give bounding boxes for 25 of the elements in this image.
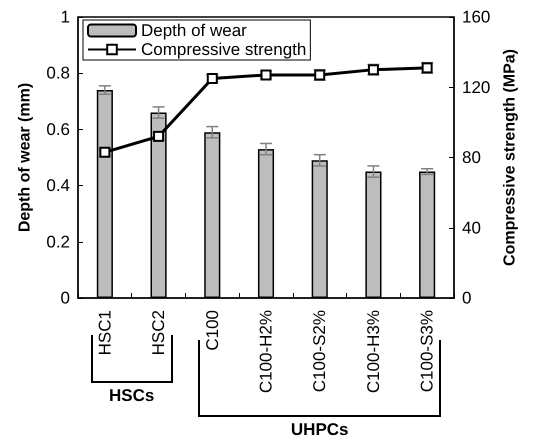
text: HSCs <box>109 386 154 406</box>
y2-tick-label: 0 <box>462 288 472 308</box>
x-tick-label: C100-H2% <box>256 310 276 394</box>
y-tick-label: 0 <box>60 288 70 308</box>
y-axis-title: Depth of wear (mm) <box>16 82 34 232</box>
point <box>260 69 272 80</box>
y-tick-label: 0.2 <box>46 232 70 252</box>
x-tick-label: C100-H3% <box>364 310 383 394</box>
legend-label: Compressive strength <box>141 40 306 59</box>
y2-tick-label: 40 <box>462 218 481 238</box>
text: UHPCs <box>290 420 349 440</box>
legend-label: Depth of wear <box>141 21 248 40</box>
x-tick-label: C100-S2% <box>310 310 330 392</box>
y-tick-label: 0.4 <box>46 176 70 196</box>
y-tick-label: 0.8 <box>46 64 70 83</box>
y-tick-label: 1 <box>60 8 70 26</box>
y2-tick-label: 160 <box>462 8 490 26</box>
y2-axis-title: Compressive strength (MPa) <box>502 49 518 266</box>
x-tick-label: C100 <box>202 310 222 351</box>
x-tick-label: HSC2 <box>149 310 168 356</box>
y2-tick-label: 120 <box>462 78 490 97</box>
x-tick-label: C100-S3% <box>418 310 437 392</box>
y2-tick-label: 80 <box>462 148 481 167</box>
x-tick-label: HSC1 <box>95 310 114 356</box>
y-tick-label: 0.6 <box>46 120 70 139</box>
